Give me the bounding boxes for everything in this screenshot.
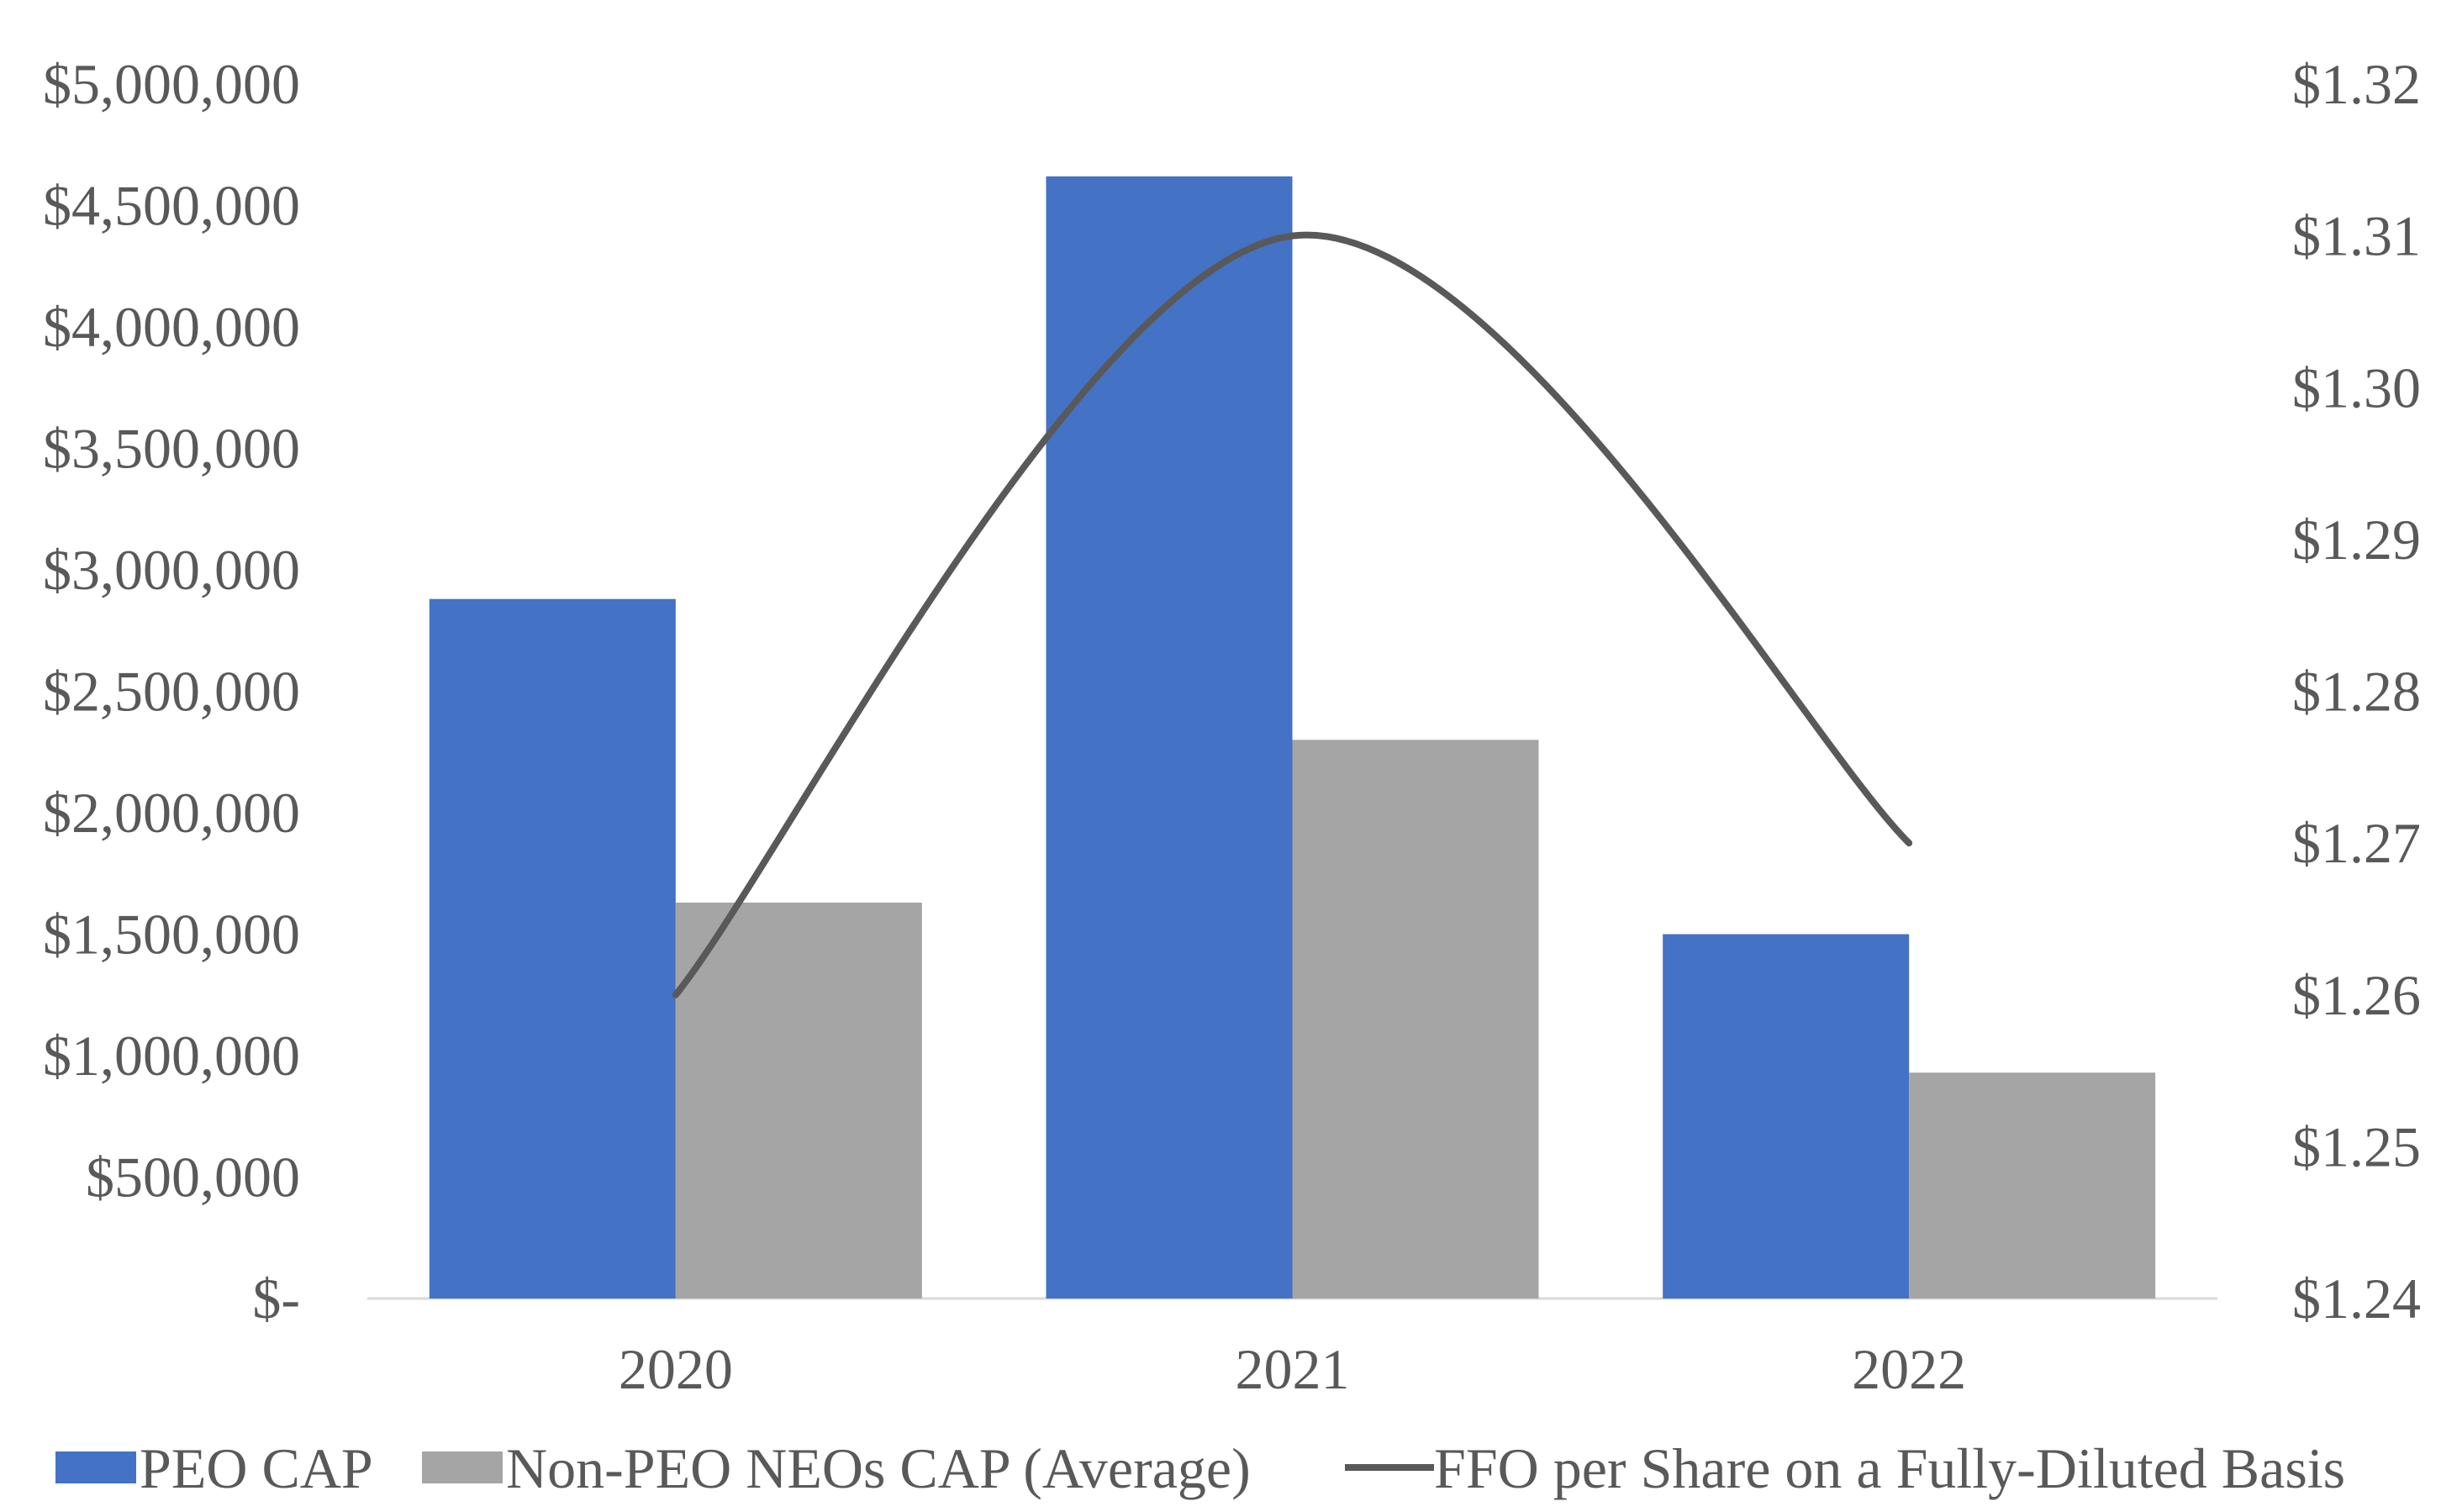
bar-peo-cap-2020 <box>429 598 676 1299</box>
right-y-tick-label: $1.29 <box>2292 508 2421 572</box>
legend-swatch-peo-cap <box>55 1451 136 1483</box>
bar-peo-cap-2022 <box>1663 934 1910 1299</box>
legend-label-ffo: FFO per Share on a Fully-Diluted Basis <box>1434 1436 2345 1500</box>
right-y-tick-label: $1.30 <box>2292 356 2421 419</box>
x-tick-label-2020: 2020 <box>619 1337 733 1401</box>
legend-label-non-peo-cap: Non-PEO NEOs CAP (Average) <box>506 1436 1251 1500</box>
legend: PEO CAP Non-PEO NEOs CAP (Average) FFO p… <box>55 1436 2345 1500</box>
left-y-tick-label: $3,500,000 <box>43 417 300 481</box>
left-y-tick-label: $3,000,000 <box>43 538 300 602</box>
right-y-tick-label: $1.28 <box>2292 660 2421 724</box>
right-y-tick-label: $1.25 <box>2292 1114 2421 1178</box>
right-y-tick-label: $1.26 <box>2292 963 2421 1027</box>
bars <box>429 176 2156 1299</box>
ffo-line-series <box>672 231 1913 998</box>
left-y-tick-label: $4,500,000 <box>43 174 300 238</box>
right-y-tick-label: $1.31 <box>2292 204 2421 268</box>
left-y-tick-label: $2,500,000 <box>43 660 300 724</box>
ffo-line <box>672 231 1913 998</box>
left-y-tick-label: $- <box>252 1267 300 1330</box>
left-y-tick-label: $4,000,000 <box>43 295 300 359</box>
legend-label-peo-cap: PEO CAP <box>140 1436 373 1500</box>
left-y-tick-label: $2,000,000 <box>43 781 300 845</box>
bar-non-peo-cap-2022 <box>1909 1072 2156 1299</box>
right-y-axis: $1.24 $1.25 $1.26 $1.27 $1.28 $1.29 $1.30 $1.31… <box>2292 52 2421 1330</box>
x-axis-ticks: 2020 2021 2022 <box>619 1337 1966 1401</box>
left-y-tick-label: $1,500,000 <box>43 903 300 967</box>
right-y-tick-label: $1.27 <box>2292 811 2421 875</box>
bar-peo-cap-2021 <box>1046 176 1293 1299</box>
x-tick-label-2021: 2021 <box>1236 1337 1350 1401</box>
legend-swatch-non-peo-cap <box>422 1451 503 1483</box>
left-y-axis: $- $500,000 $1,000,000 $1,500,000 $2,000,000… <box>43 52 300 1330</box>
left-y-tick-label: $5,000,000 <box>43 52 300 116</box>
right-y-tick-label: $1.24 <box>2292 1267 2421 1330</box>
left-y-tick-label: $1,000,000 <box>43 1024 300 1088</box>
bar-non-peo-cap-2020 <box>675 902 922 1299</box>
right-y-tick-label: $1.32 <box>2292 52 2421 116</box>
x-tick-label-2022: 2022 <box>1852 1337 1966 1401</box>
bar-non-peo-cap-2021 <box>1292 740 1539 1299</box>
left-y-tick-label: $500,000 <box>86 1146 300 1209</box>
